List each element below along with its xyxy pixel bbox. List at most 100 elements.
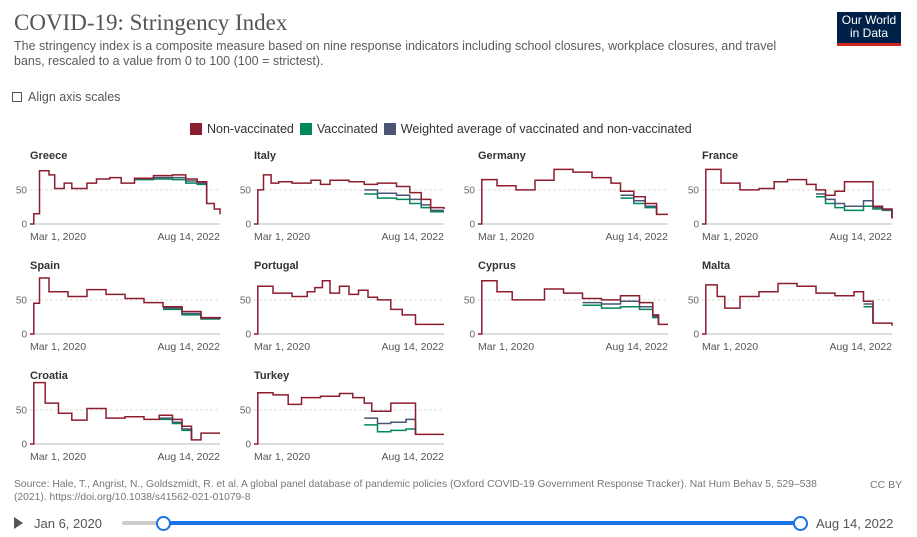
license-badge[interactable]: CC BY bbox=[870, 479, 903, 491]
timeline-start-handle[interactable] bbox=[155, 516, 171, 531]
chart-cyprus: Cyprus 0 50 Mar 1, 2020 Aug 14, 2022 bbox=[462, 260, 684, 365]
series-non-vaccinated[interactable] bbox=[702, 168, 893, 225]
x-tick-label: Aug 14, 2022 bbox=[606, 341, 669, 353]
x-tick-label: Aug 14, 2022 bbox=[382, 341, 445, 353]
y-tick-label: 0 bbox=[245, 330, 251, 341]
series-non-vaccinated[interactable] bbox=[702, 282, 893, 335]
chart-svg: 0 50 Mar 1, 2020 Aug 14, 2022 bbox=[16, 170, 221, 243]
chart-country-name: Malta bbox=[702, 260, 731, 272]
chart-svg: 0 50 Mar 1, 2020 Aug 14, 2022 bbox=[688, 282, 893, 353]
legend: Non-vaccinated Vaccinated Weighted avera… bbox=[190, 122, 698, 136]
series-vaccinated[interactable] bbox=[134, 178, 208, 204]
chart-svg: 0 50 Mar 1, 2020 Aug 14, 2022 bbox=[16, 277, 221, 353]
legend-label-nonvac: Non-vaccinated bbox=[207, 122, 294, 136]
y-tick-label: 0 bbox=[21, 440, 27, 451]
legend-item-avg[interactable]: Weighted average of vaccinated and non-v… bbox=[383, 122, 692, 136]
owid-logo[interactable]: Our World in Data bbox=[837, 12, 901, 46]
series-weighted-average[interactable] bbox=[134, 176, 208, 204]
series-vaccinated[interactable] bbox=[582, 304, 660, 325]
chart-svg: 0 50 Mar 1, 2020 Aug 14, 2022 bbox=[688, 168, 893, 243]
x-tick-label: Mar 1, 2020 bbox=[254, 231, 310, 243]
chart-country-name: Germany bbox=[478, 150, 526, 162]
series-non-vaccinated[interactable] bbox=[254, 280, 444, 335]
series-weighted-average[interactable] bbox=[364, 417, 417, 435]
chart-country-name: Italy bbox=[254, 150, 277, 162]
legend-swatch-avg bbox=[383, 123, 396, 135]
series-non-vaccinated[interactable] bbox=[478, 280, 668, 335]
chart-svg: 0 50 Mar 1, 2020 Aug 14, 2022 bbox=[464, 280, 669, 353]
y-tick-label: 50 bbox=[240, 185, 252, 196]
series-vaccinated[interactable] bbox=[364, 424, 417, 435]
y-tick-label: 0 bbox=[21, 220, 27, 231]
x-tick-label: Mar 1, 2020 bbox=[478, 341, 534, 353]
chart-turkey: Turkey 0 50 Mar 1, 2020 Aug 14, 2022 bbox=[238, 370, 460, 475]
x-tick-label: Mar 1, 2020 bbox=[478, 231, 534, 243]
chart-malta: Malta 0 50 Mar 1, 2020 Aug 14, 2022 bbox=[686, 260, 908, 365]
x-tick-label: Aug 14, 2022 bbox=[382, 451, 445, 463]
series-non-vaccinated[interactable] bbox=[30, 170, 221, 225]
align-checkbox[interactable] bbox=[12, 92, 22, 102]
y-tick-label: 50 bbox=[16, 405, 28, 416]
series-weighted-average[interactable] bbox=[159, 417, 193, 440]
legend-item-nonvac[interactable]: Non-vaccinated bbox=[190, 122, 294, 136]
chart-country-name: Greece bbox=[30, 150, 68, 162]
series-non-vaccinated[interactable] bbox=[478, 168, 668, 225]
chart-croatia: Croatia 0 50 Mar 1, 2020 Aug 14, 2022 bbox=[14, 370, 236, 475]
y-tick-label: 50 bbox=[240, 295, 252, 306]
align-axis-scales-toggle[interactable]: Align axis scales bbox=[12, 90, 120, 104]
chart-portugal: Portugal 0 50 Mar 1, 2020 Aug 14, 2022 bbox=[238, 260, 460, 365]
legend-label-vac: Vaccinated bbox=[316, 122, 378, 136]
series-non-vaccinated[interactable] bbox=[30, 381, 220, 445]
y-tick-label: 0 bbox=[693, 220, 699, 231]
chart-country-name: France bbox=[702, 150, 739, 162]
y-tick-label: 50 bbox=[16, 295, 28, 306]
y-tick-label: 50 bbox=[16, 185, 28, 196]
chart-france: France 0 50 Mar 1, 2020 Aug 14, 2022 bbox=[686, 150, 908, 255]
x-tick-label: Mar 1, 2020 bbox=[254, 451, 310, 463]
y-tick-label: 50 bbox=[464, 295, 476, 306]
timeline-range bbox=[162, 521, 800, 525]
chart-subtitle: The stringency index is a composite meas… bbox=[14, 39, 777, 68]
logo-line-1: Our World bbox=[841, 13, 897, 27]
x-tick-label: Mar 1, 2020 bbox=[30, 451, 86, 463]
y-tick-label: 0 bbox=[245, 440, 251, 451]
x-tick-label: Aug 14, 2022 bbox=[158, 231, 221, 243]
legend-label-avg: Weighted average of vaccinated and non-v… bbox=[400, 122, 692, 136]
y-tick-label: 0 bbox=[469, 330, 475, 341]
x-tick-label: Aug 14, 2022 bbox=[830, 231, 893, 243]
legend-swatch-vac bbox=[299, 123, 312, 135]
x-tick-label: Aug 14, 2022 bbox=[382, 231, 445, 243]
x-tick-label: Aug 14, 2022 bbox=[830, 341, 893, 353]
y-tick-label: 50 bbox=[688, 295, 700, 306]
y-tick-label: 0 bbox=[469, 220, 475, 231]
chart-country-name: Cyprus bbox=[478, 260, 516, 272]
x-tick-label: Aug 14, 2022 bbox=[158, 451, 221, 463]
y-tick-label: 0 bbox=[693, 330, 699, 341]
timeline-end-handle[interactable] bbox=[793, 516, 808, 531]
chart-svg: 0 50 Mar 1, 2020 Aug 14, 2022 bbox=[240, 174, 445, 243]
logo-line-2: in Data bbox=[849, 26, 889, 40]
x-tick-label: Mar 1, 2020 bbox=[702, 341, 758, 353]
x-tick-label: Mar 1, 2020 bbox=[30, 341, 86, 353]
series-non-vaccinated[interactable] bbox=[254, 392, 444, 445]
series-non-vaccinated[interactable] bbox=[254, 174, 445, 225]
play-icon[interactable] bbox=[14, 517, 23, 529]
chart-svg: 0 50 Mar 1, 2020 Aug 14, 2022 bbox=[464, 168, 669, 243]
series-non-vaccinated[interactable] bbox=[30, 277, 221, 335]
x-tick-label: Mar 1, 2020 bbox=[702, 231, 758, 243]
y-tick-label: 0 bbox=[21, 330, 27, 341]
timeline-start-label: Jan 6, 2020 bbox=[34, 516, 102, 531]
timeline: Jan 6, 2020 Aug 14, 2022 bbox=[0, 510, 917, 537]
legend-swatch-nonvac bbox=[190, 123, 202, 135]
x-tick-label: Aug 14, 2022 bbox=[158, 341, 221, 353]
chart-spain: Spain 0 50 Mar 1, 2020 Aug 14, 2022 bbox=[14, 260, 236, 365]
x-tick-label: Aug 14, 2022 bbox=[606, 231, 669, 243]
chart-country-name: Croatia bbox=[30, 370, 68, 382]
chart-italy: Italy 0 50 Mar 1, 2020 Aug 14, 2022 bbox=[238, 150, 460, 255]
legend-item-vac[interactable]: Vaccinated bbox=[299, 122, 378, 136]
series-vaccinated[interactable] bbox=[863, 305, 874, 324]
chart-country-name: Portugal bbox=[254, 260, 299, 272]
chart-title: COVID-19: Stringency Index bbox=[14, 10, 288, 35]
series-vaccinated[interactable] bbox=[364, 193, 444, 213]
source-note: Source: Hale, T., Angrist, N., Goldszmid… bbox=[14, 479, 817, 503]
